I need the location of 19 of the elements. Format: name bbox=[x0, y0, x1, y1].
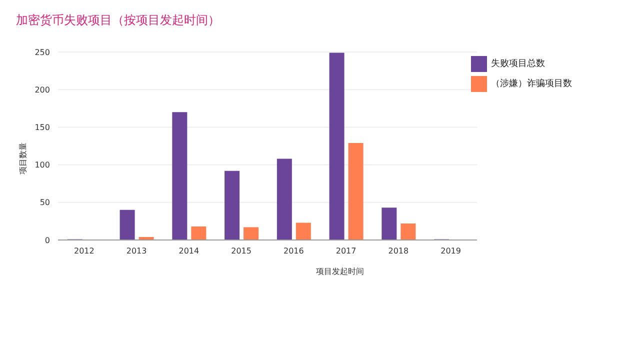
chart-title: 加密货币失败项目（按项目发起时间） bbox=[16, 12, 220, 29]
y-tick-label: 200 bbox=[34, 85, 50, 94]
y-tick-label: 150 bbox=[34, 123, 50, 132]
y-tick-label: 0 bbox=[44, 236, 50, 245]
y-tick-label: 100 bbox=[34, 160, 50, 170]
x-tick-label: 2016 bbox=[284, 246, 304, 256]
x-tick-label: 2012 bbox=[74, 246, 94, 256]
x-axis-title: 项目发起时间 bbox=[315, 266, 365, 277]
y-axis-title: 项目数量 bbox=[18, 142, 28, 174]
y-tick-label: 250 bbox=[34, 48, 50, 57]
x-tick-label: 2015 bbox=[231, 246, 252, 256]
x-tick-label: 2018 bbox=[388, 246, 409, 256]
x-tick-label: 2019 bbox=[440, 246, 461, 256]
x-tick-label: 2014 bbox=[178, 246, 200, 256]
legend-label: 失败项目总数 bbox=[491, 59, 545, 69]
y-tick-label: 50 bbox=[40, 198, 50, 208]
x-tick-label: 2013 bbox=[126, 246, 147, 256]
x-tick-label: 2017 bbox=[336, 246, 356, 256]
legend-label: （涉嫌）诈骗项目数 bbox=[491, 79, 572, 89]
